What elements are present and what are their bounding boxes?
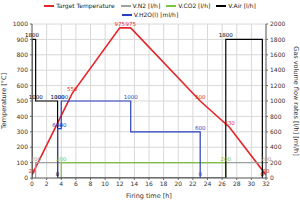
svg-text:500: 500 — [195, 94, 206, 100]
svg-text:200: 200 — [221, 156, 232, 162]
svg-text:700: 700 — [17, 66, 29, 73]
svg-text:200: 200 — [56, 156, 67, 162]
svg-text:500: 500 — [17, 97, 29, 104]
svg-text:10: 10 — [101, 180, 109, 187]
svg-text:330: 330 — [224, 120, 235, 126]
svg-text:18: 18 — [160, 180, 168, 187]
svg-text:550: 550 — [67, 86, 78, 92]
html-text:V.CO2 [l/h]: V.CO2 [l/h] — [178, 2, 211, 9]
svg-text:14: 14 — [131, 180, 139, 187]
svg-text:975: 975 — [125, 21, 136, 27]
svg-text:400: 400 — [270, 143, 282, 150]
html-text:V.Air [l/h]: V.Air [l/h] — [228, 2, 256, 9]
svg-text:900: 900 — [16, 35, 28, 43]
svg-text:Firing time [h]: Firing time [h] — [126, 192, 172, 200]
svg-text:1000: 1000 — [124, 94, 138, 100]
svg-text:0: 0 — [30, 180, 34, 187]
svg-text:22: 22 — [189, 180, 197, 187]
svg-text:20: 20 — [174, 180, 182, 187]
html-text:V.N2 [l/h]: V.N2 [l/h] — [132, 2, 161, 9]
svg-text:16: 16 — [145, 180, 153, 187]
svg-text:24: 24 — [204, 180, 212, 187]
svg-text:26: 26 — [218, 180, 226, 187]
svg-text:1000: 1000 — [29, 94, 43, 100]
svg-text:800: 800 — [270, 113, 282, 120]
svg-text:0: 0 — [198, 171, 202, 177]
svg-text:200: 200 — [270, 159, 282, 166]
svg-text:1000: 1000 — [13, 20, 28, 27]
svg-text:1600: 1600 — [270, 51, 285, 58]
svg-text:2: 2 — [45, 180, 49, 187]
svg-text:0: 0 — [24, 174, 28, 181]
svg-text:600: 600 — [17, 82, 29, 89]
svg-text:0: 0 — [261, 171, 265, 177]
svg-text:28: 28 — [233, 180, 241, 187]
svg-text:1800: 1800 — [219, 32, 233, 38]
svg-text:20: 20 — [29, 168, 36, 174]
svg-text:20: 20 — [262, 167, 270, 174]
svg-text:975: 975 — [115, 21, 126, 27]
svg-text:200: 200 — [17, 143, 29, 150]
svg-text:400: 400 — [17, 113, 29, 120]
html-text:Target Temperature: Target Temperature — [56, 2, 115, 9]
svg-text:6: 6 — [74, 180, 78, 187]
svg-text:300: 300 — [17, 128, 29, 135]
svg-text:1800: 1800 — [270, 36, 285, 43]
svg-text:Gas volume flow rates [l/h] [m: Gas volume flow rates [l/h] [ml/h] — [292, 46, 293, 156]
svg-text:0: 0 — [56, 171, 60, 177]
svg-text:32: 32 — [262, 180, 270, 187]
svg-text:1000: 1000 — [54, 94, 68, 100]
svg-text:640: 640 — [56, 122, 67, 128]
svg-text:0: 0 — [270, 174, 274, 181]
svg-text:1800: 1800 — [25, 32, 39, 38]
html-text:V.H2O(l) [ml/h]: V.H2O(l) [ml/h] — [133, 11, 179, 18]
svg-text:800: 800 — [17, 51, 29, 58]
svg-text:1400: 1400 — [270, 66, 285, 73]
svg-text:100: 100 — [17, 159, 29, 166]
svg-text:2000: 2000 — [270, 20, 285, 27]
svg-text:1000: 1000 — [270, 97, 285, 104]
svg-text:600: 600 — [195, 125, 206, 131]
svg-text:1200: 1200 — [270, 82, 285, 89]
svg-text:200: 200 — [261, 156, 272, 162]
svg-text:600: 600 — [270, 128, 282, 135]
svg-text:12: 12 — [116, 180, 124, 187]
svg-text:4: 4 — [59, 180, 63, 187]
svg-text:200: 200 — [30, 156, 41, 162]
svg-text:Temperature [°C]: Temperature [°C] — [8, 73, 9, 130]
svg-text:30: 30 — [248, 180, 256, 187]
svg-text:8: 8 — [89, 180, 93, 187]
